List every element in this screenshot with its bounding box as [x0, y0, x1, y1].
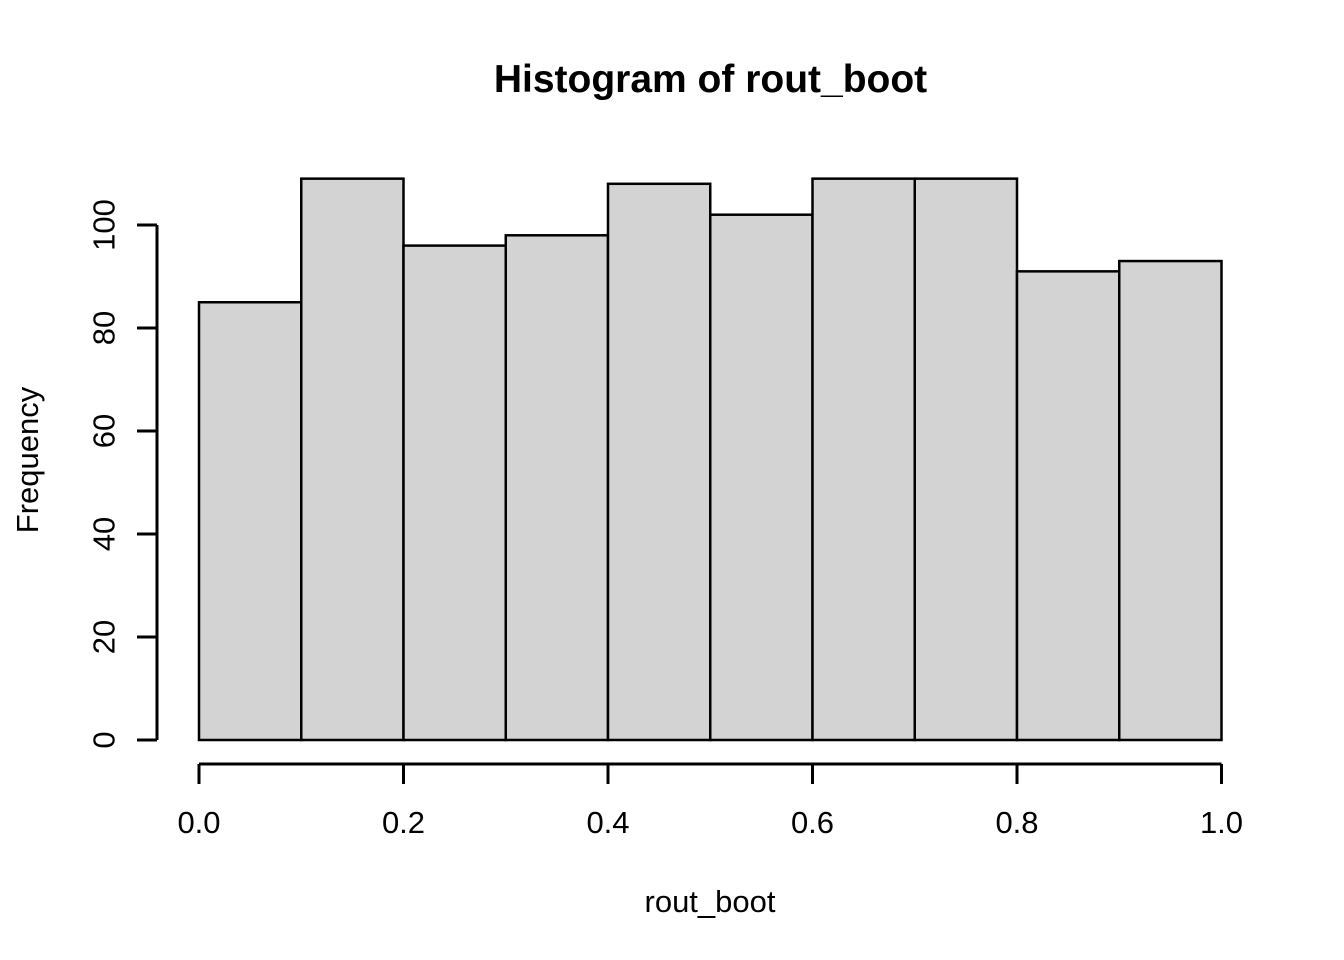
x-tick-label: 0.4 [586, 805, 629, 840]
x-tick-label: 0.6 [791, 805, 834, 840]
histogram-bar [197, 301, 303, 742]
chart-title: Histogram of rout_boot [493, 58, 928, 101]
x-axis-label: rout_boot [644, 884, 776, 919]
x-tick-label: 0.0 [177, 805, 220, 840]
x-tick-label: 0.2 [382, 805, 425, 840]
y-tick-label: 80 [87, 311, 122, 345]
histogram-bar [1118, 259, 1223, 742]
y-tick-label: 20 [87, 620, 122, 654]
histogram-bar [300, 177, 405, 742]
histogram-bar [1015, 270, 1121, 742]
x-tick-label: 0.8 [995, 805, 1038, 840]
histogram-bar [811, 177, 916, 742]
y-tick-label: 0 [87, 731, 122, 748]
histogram-bar [913, 177, 1019, 742]
histogram-bar [402, 244, 507, 742]
y-tick-label: 100 [87, 199, 122, 251]
histogram-bar [504, 234, 610, 742]
x-tick-label: 1.0 [1200, 805, 1243, 840]
histogram-bar [709, 213, 814, 742]
y-tick-label: 40 [87, 517, 122, 551]
y-tick-label: 60 [87, 414, 122, 448]
histogram-bar [606, 182, 712, 742]
